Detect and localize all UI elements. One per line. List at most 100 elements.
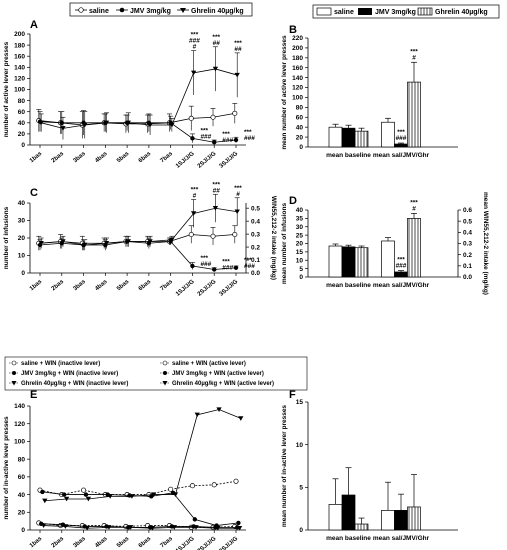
- y2-tick-label: 0.0: [463, 274, 472, 281]
- y-tick-label: 100: [292, 95, 303, 102]
- bar: [328, 504, 343, 531]
- significance-mark: ***: [234, 185, 242, 192]
- panel-label-c: C: [30, 187, 38, 199]
- y2-tick-label: 0.1: [463, 263, 472, 270]
- significance-mark: ###: [396, 263, 407, 270]
- data-point: [125, 239, 131, 244]
- x-tick-label: 7bas: [160, 279, 175, 293]
- x-tick-label: 1SJ/J/G: [175, 536, 196, 550]
- series-line-1: [39, 480, 237, 495]
- data-point: [63, 496, 70, 502]
- bar: [381, 510, 395, 531]
- data-point: [38, 241, 44, 246]
- significance-mark: ***: [234, 40, 242, 47]
- data-point: [107, 494, 113, 499]
- x-tick-label: 2SJ/J/G: [197, 536, 218, 550]
- y-tick-label: 0: [299, 274, 303, 281]
- data-point: [149, 526, 156, 531]
- y-axis-label-D: mean number of infusions: [281, 202, 288, 284]
- legend-label-saline: saline: [89, 8, 109, 15]
- bar: [354, 247, 369, 278]
- legend-triangle-icon: [180, 8, 186, 13]
- data-point: [42, 498, 48, 504]
- data-point: [85, 496, 91, 502]
- significance-mark: ***: [191, 187, 199, 194]
- significance-mark: ###: [222, 265, 233, 272]
- e-legend-label-3: JMV 3mg/kg + WIN (active lever): [172, 371, 264, 377]
- x-tick-label: 1bas: [29, 279, 44, 293]
- e-legend-triangle-icon: [162, 381, 168, 386]
- legend-label-ghrelin: Ghrelin 40µg/kg: [191, 8, 244, 15]
- y-axis-label-F: mean number of in-active lever presses: [281, 405, 288, 527]
- y-tick-label: 120: [292, 85, 303, 92]
- data-point: [83, 492, 89, 497]
- significance-mark: #: [193, 193, 197, 200]
- y-tick-label: 160: [14, 53, 25, 60]
- panel-label-e: E: [30, 389, 37, 401]
- data-point: [210, 114, 216, 120]
- x-tick-label: 1bas: [29, 536, 44, 550]
- y-tick-label: 0: [299, 527, 303, 534]
- data-point: [190, 263, 195, 269]
- bar: [328, 245, 343, 278]
- e-legend-filled-circle-icon: [163, 371, 167, 375]
- data-point: [236, 520, 241, 526]
- data-point: [125, 120, 131, 126]
- y2-tick-label: 0.2: [463, 252, 472, 259]
- y-axis-label-A: number of active lever presses: [3, 41, 10, 137]
- data-point: [171, 525, 177, 530]
- legend-open-circle-icon: [78, 7, 84, 13]
- x-tick-label: 5bas: [116, 279, 131, 293]
- y-axis-label-E: number of in-active lever presses: [3, 416, 10, 520]
- data-point: [103, 241, 110, 246]
- y-tick-label: 0: [21, 142, 25, 149]
- series-line-2: [41, 207, 238, 246]
- y-tick-label: 15: [296, 399, 304, 406]
- y-tick-label: 20: [18, 131, 26, 138]
- y-tick-label: 40: [296, 124, 304, 131]
- y-tick-label: 100: [14, 439, 25, 446]
- series-line-5: [44, 409, 241, 502]
- data-point: [211, 482, 217, 488]
- y-tick-label: 40: [296, 207, 304, 214]
- e-legend: saline + WIN (inactive lever) saline + W…: [4, 356, 308, 391]
- x-tick-label: 2SJ/J/G: [197, 279, 218, 298]
- data-point: [192, 517, 198, 522]
- y-axis-label-B: mean number of active lever presses: [281, 35, 288, 150]
- y2-tick-label: 0.6: [463, 207, 472, 214]
- significance-mark: ##: [213, 187, 221, 194]
- significance-mark: ###: [244, 263, 255, 270]
- data-point: [234, 72, 240, 78]
- x-category-label: mean baseline: [326, 282, 371, 289]
- y-tick-label: 35: [296, 216, 304, 223]
- y-tick-label: 80: [18, 98, 26, 105]
- significance-mark: #: [193, 44, 197, 51]
- significance-mark: ***: [397, 257, 405, 264]
- data-point: [60, 239, 66, 244]
- x-tick-label: 1SJ/J/G: [175, 151, 196, 170]
- y-tick-label: 140: [14, 403, 25, 410]
- bar: [394, 271, 408, 278]
- data-point: [238, 416, 244, 421]
- y-tick-label: 100: [14, 87, 25, 94]
- data-point: [210, 233, 216, 239]
- data-point: [40, 523, 47, 528]
- x-tick-label: 5bas: [116, 536, 131, 550]
- y2-tick-label: 0.5: [463, 218, 472, 225]
- data-point: [234, 209, 240, 215]
- y2-tick-label: 0.5: [251, 205, 260, 212]
- data-point: [232, 231, 238, 238]
- y-tick-label: 30: [18, 218, 26, 225]
- y2-tick-label: 0.3: [251, 231, 260, 238]
- data-point: [106, 525, 112, 530]
- data-point: [60, 126, 66, 131]
- x-category-label: mean sal/JMV/Ghr: [373, 282, 430, 289]
- y2-tick-label: 0.2: [251, 244, 260, 251]
- x-category-label: mean baseline: [326, 535, 371, 542]
- y-tick-label: 60: [18, 474, 26, 481]
- data-point: [151, 492, 157, 497]
- legend-white-swatch: [316, 7, 332, 16]
- y2-tick-label: 0.4: [251, 218, 260, 225]
- series-line-3: [42, 491, 239, 526]
